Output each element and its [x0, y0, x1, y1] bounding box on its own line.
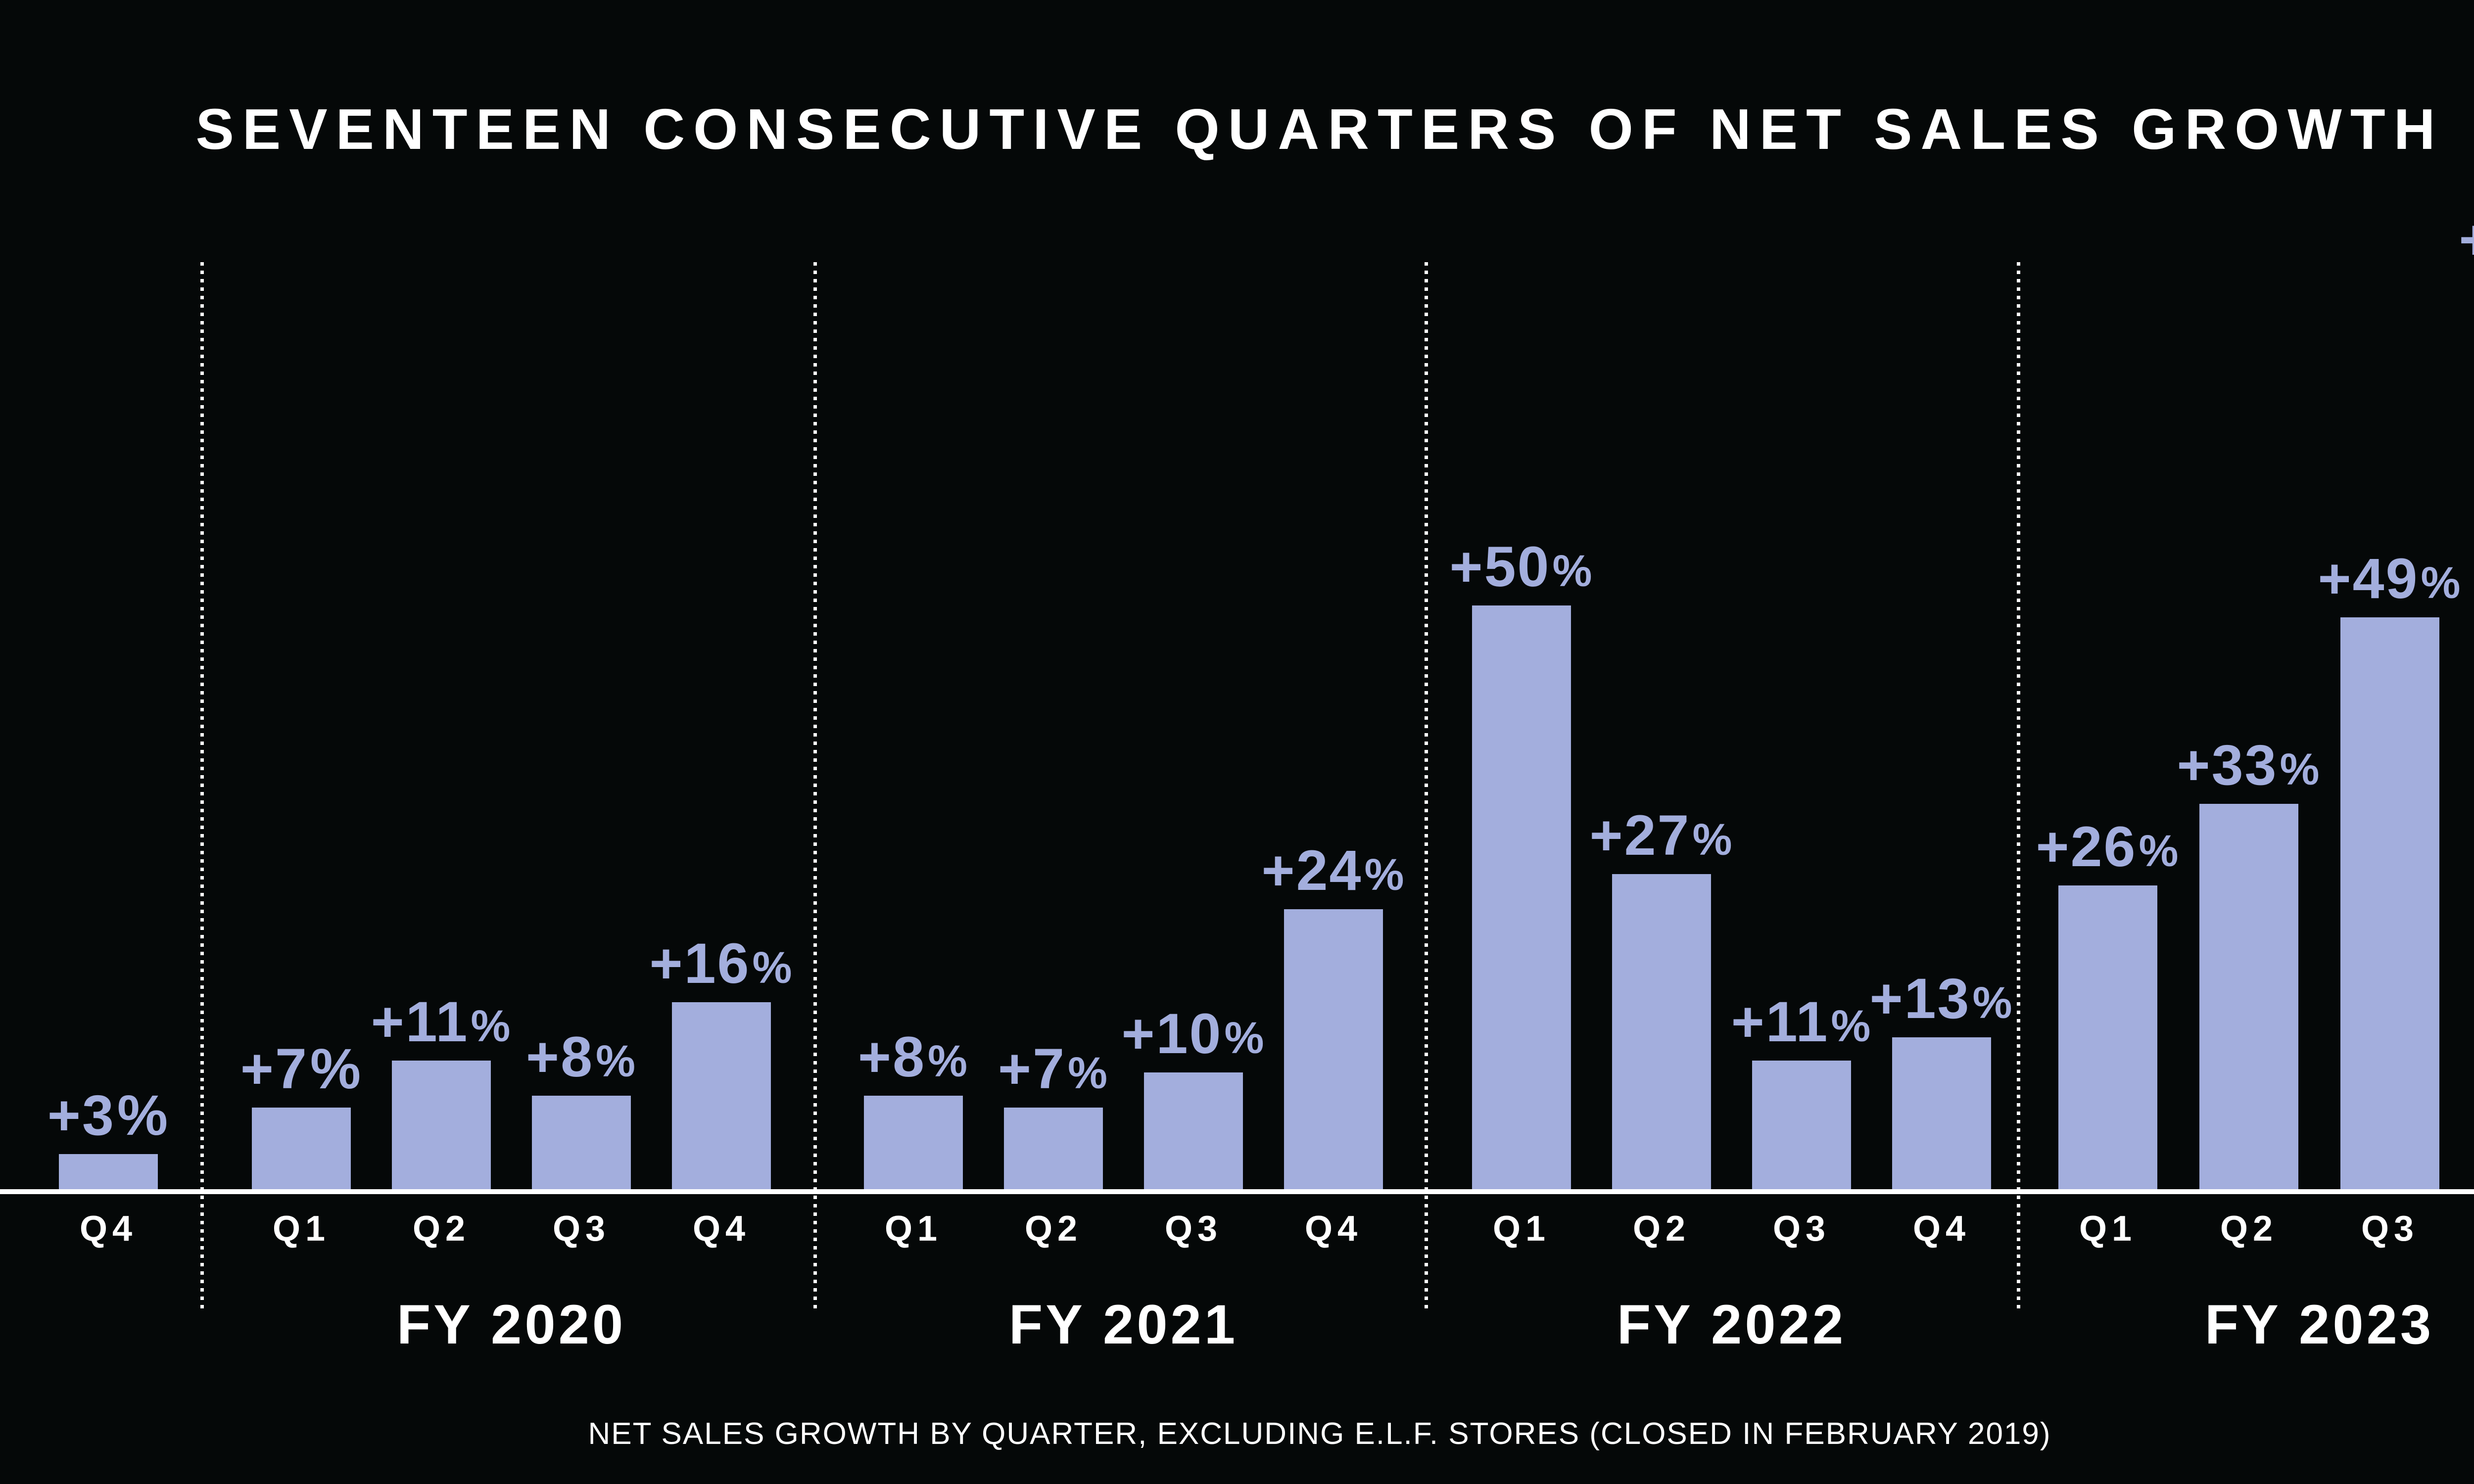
value-number: +8	[857, 1025, 926, 1089]
percent-sign: %	[596, 1037, 637, 1086]
quarter-label-fy2020-q3: Q3	[552, 1209, 611, 1249]
value-label-fy2022-q3: +11%	[1731, 994, 1872, 1051]
value-number: +7	[998, 1037, 1066, 1101]
value-label-fy2021-q1: +8%	[858, 1029, 969, 1086]
percent-sign: %	[2280, 745, 2321, 794]
value-number: +11	[1731, 990, 1829, 1054]
value-number: +10	[1121, 1002, 1223, 1066]
quarter-label-fy2020-q2: Q2	[412, 1209, 471, 1249]
quarter-label-fy2021-q2: Q2	[1024, 1209, 1083, 1249]
percent-sign: %	[310, 1037, 363, 1101]
fy-separator-dotted-line-3	[1425, 262, 1428, 1308]
fy-label-fy2022: FY 2022	[1617, 1294, 1847, 1355]
bar-fy2020-q1	[252, 1108, 351, 1189]
value-label-fy2023-q2: +33%	[2177, 737, 2321, 794]
fy-separator-dotted-line-4	[2017, 262, 2020, 1308]
percent-sign: %	[1692, 815, 1734, 865]
value-number: +27	[1589, 804, 1691, 867]
quarter-label-fy2023-q2: Q2	[2220, 1209, 2278, 1249]
bar-fy2019-q4	[59, 1154, 158, 1189]
quarter-label-fy2023-q3: Q3	[2361, 1209, 2419, 1249]
bar-fy2022-q1	[1472, 605, 1571, 1189]
quarter-label-fy2022-q4: Q4	[1912, 1209, 1971, 1249]
bar-fy2020-q4	[672, 1002, 771, 1189]
bar-fy2020-q2	[392, 1061, 491, 1189]
value-label-fy2022-q1: +50%	[1449, 539, 1593, 596]
bar-fy2022-q3	[1752, 1061, 1851, 1189]
bar-fy2021-q4	[1284, 909, 1383, 1189]
value-number: +3	[47, 1084, 115, 1147]
quarter-label-fy2022-q1: Q1	[1492, 1209, 1551, 1249]
bar-fy2023-q1	[2058, 885, 2157, 1189]
bar-fy2021-q1	[864, 1096, 963, 1189]
value-label-fy2020-q2: +11%	[371, 994, 512, 1051]
fy-separator-dotted-line-2	[813, 262, 817, 1308]
value-number: +8	[525, 1025, 594, 1089]
value-label-fy2020-q4: +16%	[649, 935, 793, 992]
percent-sign: %	[2421, 558, 2462, 608]
value-label-fy2021-q2: +7%	[998, 1041, 1109, 1098]
fy-label-fy2020: FY 2020	[396, 1294, 626, 1355]
percent-sign: %	[928, 1037, 969, 1086]
value-label-fy2021-q4: +24%	[1261, 842, 1405, 899]
value-label-fy2023-q1: +26%	[2036, 819, 2180, 876]
percent-sign: %	[1224, 1014, 1266, 1063]
quarter-label-fy2023-q1: Q1	[2079, 1209, 2137, 1249]
quarter-label-fy2020-q1: Q1	[272, 1209, 331, 1249]
value-number: +13	[1869, 967, 1971, 1030]
bar-fy2023-q3	[2340, 617, 2439, 1189]
percent-sign: %	[1831, 1002, 1872, 1051]
quarter-label-fy2020-q4: Q4	[692, 1209, 751, 1249]
bar-fy2021-q2	[1004, 1108, 1103, 1189]
value-label-fy2022-q2: +27%	[1589, 807, 1733, 864]
quarter-label-fy2022-q3: Q3	[1772, 1209, 1831, 1249]
value-number: +49	[2318, 547, 2419, 610]
value-label-fy2023-q3: +49%	[2318, 551, 2462, 607]
value-number: +78	[2459, 208, 2474, 272]
percent-sign: %	[1552, 547, 1594, 596]
percent-sign: %	[2139, 827, 2180, 876]
quarter-label-fy2021-q1: Q1	[884, 1209, 943, 1249]
value-label-fy2020-q1: +7%	[240, 1041, 362, 1098]
value-number: +24	[1261, 839, 1363, 902]
percent-sign: %	[117, 1084, 170, 1147]
quarter-label-fy2019-q4: Q4	[79, 1209, 138, 1249]
percent-sign: %	[1972, 978, 2014, 1028]
fy-label-fy2021: FY 2021	[1008, 1294, 1238, 1355]
value-number: +11	[371, 990, 469, 1054]
value-number: +33	[2177, 734, 2278, 797]
percent-sign: %	[1068, 1049, 1109, 1098]
bar-fy2022-q4	[1892, 1037, 1991, 1189]
fy-separator-dotted-line-1	[200, 262, 204, 1308]
quarter-label-fy2022-q2: Q2	[1632, 1209, 1691, 1249]
bar-fy2021-q3	[1144, 1072, 1243, 1189]
quarter-label-fy2021-q3: Q3	[1164, 1209, 1223, 1249]
value-number: +7	[240, 1037, 308, 1101]
bar-fy2022-q2	[1612, 874, 1711, 1189]
value-number: +16	[649, 932, 751, 995]
bar-fy2023-q2	[2199, 804, 2298, 1189]
percent-sign: %	[752, 943, 794, 993]
fy-label-fy2023: FY 2023	[2204, 1294, 2434, 1355]
page-title: SEVENTEEN CONSECUTIVE QUARTERS OF NET SA…	[195, 97, 2444, 161]
bar-fy2020-q3	[532, 1096, 631, 1189]
footnote: NET SALES GROWTH BY QUARTER, EXCLUDING E…	[588, 1417, 2051, 1451]
value-label-fy2020-q3: +8%	[526, 1029, 637, 1086]
value-number: +26	[2036, 815, 2137, 879]
percent-sign: %	[471, 1002, 512, 1051]
quarter-label-fy2021-q4: Q4	[1304, 1209, 1363, 1249]
value-label-fy2019-q4: +3%	[48, 1087, 169, 1144]
percent-sign: %	[1364, 850, 1406, 900]
value-label-fy2023-q4: +78%	[2459, 212, 2474, 269]
value-label-fy2021-q3: +10%	[1121, 1006, 1265, 1063]
value-label-fy2022-q4: +13%	[1869, 971, 2013, 1027]
x-axis-line	[0, 1189, 2474, 1194]
value-number: +50	[1449, 535, 1551, 599]
